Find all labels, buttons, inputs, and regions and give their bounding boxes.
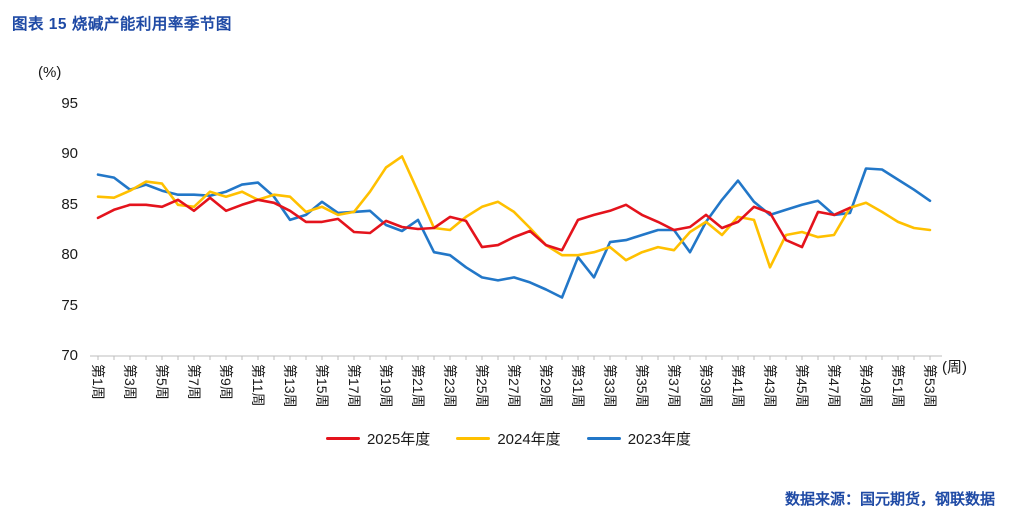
x-tick-label: 第19周: [378, 364, 394, 408]
legend-label: 2025年度: [366, 431, 431, 448]
y-tick-label: 70: [61, 347, 78, 364]
x-tick-label: 第29周: [538, 364, 554, 408]
data-source-note: 数据来源：国元期货，钢联数据: [784, 491, 995, 508]
y-tick-label: 75: [61, 296, 78, 314]
x-tick-label: 第25周: [474, 364, 490, 408]
x-tick-label: 第3周: [122, 364, 138, 400]
chart-legend: 2025年度 2024年度 2023年度: [0, 428, 1017, 449]
x-tick-label: 第41周: [730, 364, 746, 408]
legend-line-swatch: [456, 436, 491, 441]
legend-line-swatch: [586, 436, 621, 441]
y-tick-label: 90: [61, 145, 78, 163]
y-tick-label: 95: [61, 95, 78, 112]
x-tick-label: 第35周: [634, 364, 650, 408]
legend-item-2025年度: 2025年度: [325, 428, 431, 449]
x-tick-label: 第5周: [154, 364, 170, 400]
y-tick-label: 80: [61, 246, 78, 264]
legend-label: 2023年度: [627, 431, 692, 448]
y-axis-unit-label: (%): [38, 64, 62, 81]
legend-label: 2024年度: [497, 431, 561, 448]
x-tick-label: 第1周: [90, 364, 106, 400]
x-tick-label: 第33周: [602, 364, 618, 408]
x-tick-label: 第17周: [346, 364, 362, 408]
x-tick-label: 第23周: [442, 364, 458, 408]
x-tick-label: 第53周: [922, 364, 938, 408]
x-tick-label: 第31周: [570, 364, 586, 408]
y-tick-label: 85: [61, 195, 78, 213]
x-tick-label: 第9周: [218, 364, 234, 400]
x-tick-label: 第43周: [762, 364, 778, 408]
x-tick-label: 第47周: [826, 364, 842, 408]
x-tick-label: 第39周: [698, 364, 714, 408]
x-tick-label: 第49周: [858, 364, 874, 408]
legend-line-swatch: [325, 436, 360, 441]
plot-area: [88, 96, 944, 366]
x-tick-label: 第27周: [506, 364, 522, 408]
x-tick-label: 第13周: [282, 364, 298, 408]
chart-title: 图表 15 烧碱产能利用率季节图: [12, 16, 232, 33]
x-tick-label: 第7周: [186, 364, 202, 400]
x-tick-label: 第21周: [410, 364, 426, 408]
legend-item-2024年度: 2024年度: [456, 428, 561, 449]
x-tick-label: 第15周: [314, 364, 330, 408]
x-axis-unit-label: (周): [942, 359, 967, 376]
legend-item-2023年度: 2023年度: [586, 428, 692, 449]
x-tick-label: 第45周: [794, 364, 810, 408]
x-tick-label: 第37周: [666, 364, 682, 408]
line-chart-plot: [90, 155, 942, 360]
x-tick-label: 第51周: [890, 364, 906, 408]
x-tick-label: 第11周: [250, 364, 266, 407]
